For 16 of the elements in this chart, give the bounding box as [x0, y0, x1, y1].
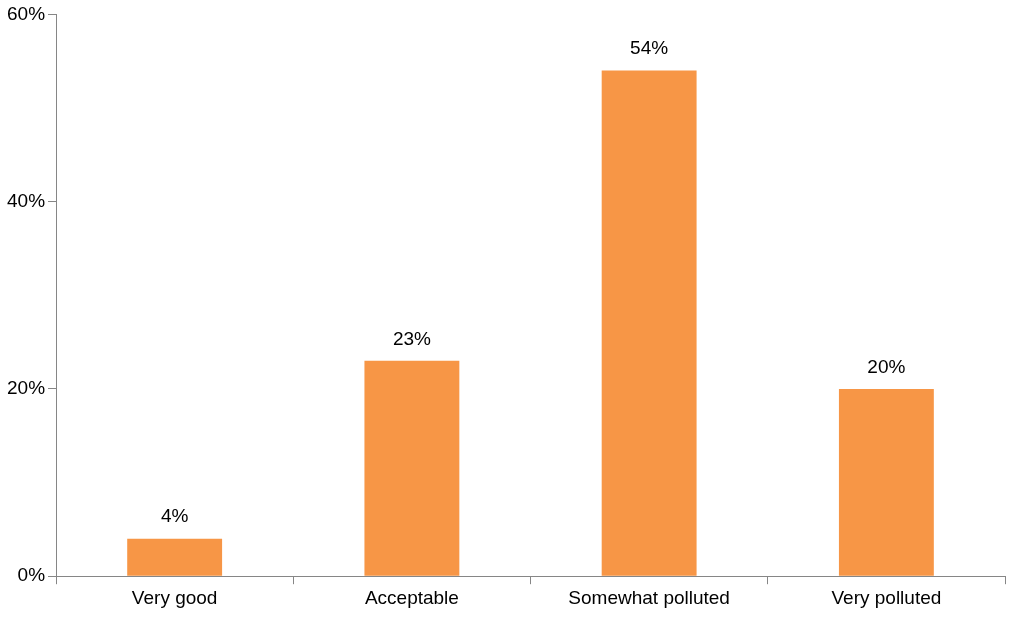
bar	[364, 360, 460, 576]
data-label: 4%	[160, 505, 189, 527]
y-tick-label: 40%	[7, 189, 46, 211]
x-tick-label: Acceptable	[364, 586, 459, 608]
x-tick-label: Very polluted	[831, 586, 942, 608]
bar	[838, 388, 934, 576]
y-tick-label: 0%	[17, 564, 46, 586]
x-tick-label: Somewhat polluted	[568, 586, 730, 608]
y-tick-label: 60%	[7, 2, 46, 24]
data-label: 23%	[392, 327, 432, 349]
y-tick-label: 20%	[7, 377, 46, 399]
bar	[127, 538, 223, 576]
bar	[601, 70, 697, 576]
x-tick-label: Very good	[131, 586, 218, 608]
data-label: 20%	[867, 355, 906, 377]
data-label: 54%	[630, 37, 669, 59]
